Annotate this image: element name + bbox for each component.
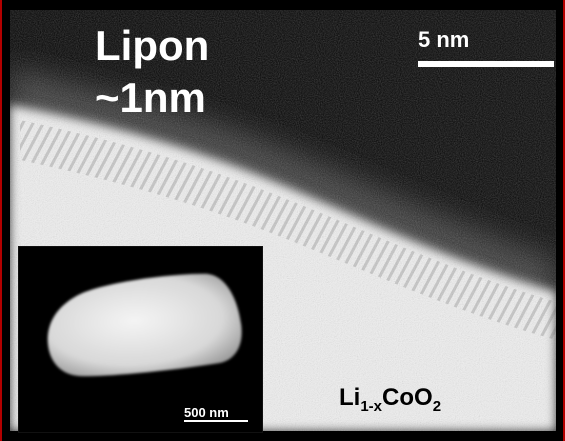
inset-scale-label: 500 nm [184,405,229,420]
sample-formula-label: Li1-xCoO2 [339,384,442,415]
formula-li: Li [339,384,361,411]
formula-o-subscript: 2 [432,398,442,415]
nanoparticle [47,273,242,377]
scale-bar [418,61,554,67]
formula-li-subscript: 1-x [360,398,383,415]
lipon-label-line1: Lipon [95,22,210,69]
inset-particle-image [19,247,262,432]
formula-coo: CoO [382,384,433,411]
left-edge-line [0,0,2,441]
right-edge-line [563,0,565,441]
lipon-label-line2: ~1nm [95,74,206,121]
inset-scale-bar [184,420,248,422]
inset-micrograph [18,246,263,433]
lipon-thickness-label: Lipon ~1nm [95,20,209,124]
scale-bar-label: 5 nm [418,27,470,52]
